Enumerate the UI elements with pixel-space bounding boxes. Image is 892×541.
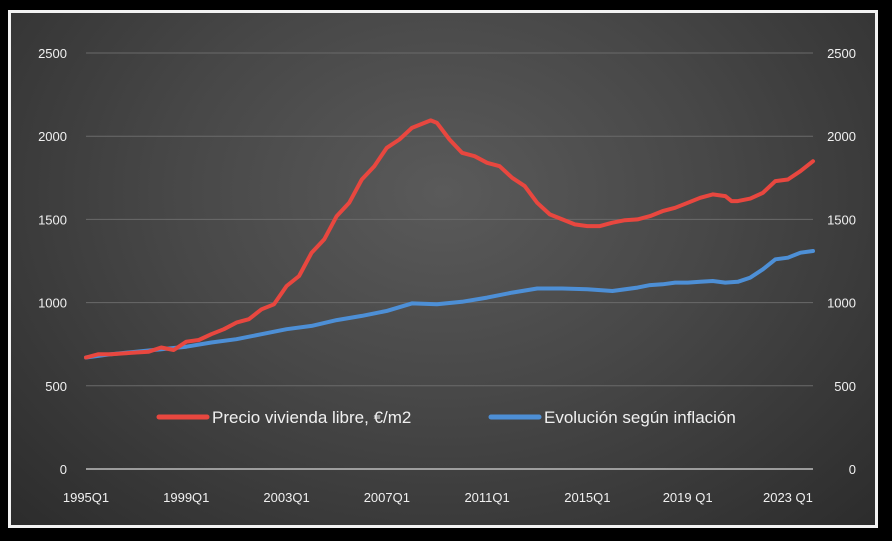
x-tick-label: 2023 Q1 (763, 490, 813, 505)
y-axis-right: 0 500 1000 1500 2000 2500 (827, 46, 856, 477)
gridlines (86, 52, 813, 470)
series-line-price (84, 118, 815, 360)
legend: Precio vivienda libre, €/m2 Evolución se… (156, 408, 736, 427)
y-tick-label-left: 2500 (38, 46, 67, 61)
y-tick-label-left: 1500 (38, 212, 67, 227)
x-tick-label: 2007Q1 (364, 490, 410, 505)
x-tick-label: 1995Q1 (63, 490, 109, 505)
y-tick-label-left: 500 (45, 379, 67, 394)
x-axis: 1995Q1 1999Q1 2003Q1 2007Q1 2011Q1 2015Q1 2019… (63, 490, 813, 505)
y-tick-label-left: 1000 (38, 296, 67, 311)
x-tick-label: 2019 Q1 (663, 490, 713, 505)
x-tick-label: 2015Q1 (564, 490, 610, 505)
series-lines (84, 118, 815, 360)
y-tick-label-right: 1500 (827, 212, 856, 227)
x-tick-label: 2003Q1 (263, 490, 309, 505)
x-tick-label: 2011Q1 (464, 490, 509, 505)
y-tick-label-right: 1000 (827, 296, 856, 311)
y-axis-left: 0 500 1000 1500 2000 2500 (38, 46, 67, 477)
series-line-inflation (84, 249, 815, 360)
y-tick-label-right: 2000 (827, 129, 856, 144)
y-tick-label-right: 0 (849, 462, 856, 477)
legend-label-inflation: Evolución según inflación (544, 408, 736, 427)
y-tick-label-left: 2000 (38, 129, 67, 144)
y-tick-label-right: 500 (834, 379, 856, 394)
y-tick-label-left: 0 (60, 462, 67, 477)
chart-frame: 0 500 1000 1500 2000 2500 0 500 1000 1500 2000 250… (8, 10, 878, 528)
x-tick-label: 1999Q1 (163, 490, 209, 505)
y-tick-label-right: 2500 (827, 46, 856, 61)
line-chart: 0 500 1000 1500 2000 2500 0 500 1000 1500 2000 250… (38, 46, 856, 505)
legend-label-price: Precio vivienda libre, €/m2 (212, 408, 411, 427)
